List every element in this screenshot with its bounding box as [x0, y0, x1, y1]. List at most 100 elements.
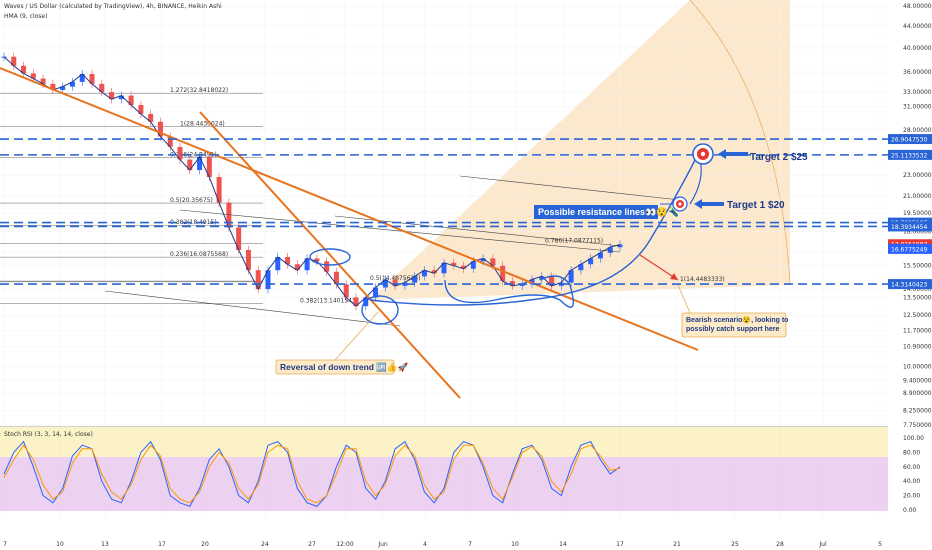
price-tag: [888, 279, 932, 290]
candle-body: [539, 276, 545, 280]
candle-body: [451, 262, 457, 266]
reversal-callout: Reversal of down trend 🆙👍🚀: [280, 362, 409, 372]
fib-label: 0.786(17.0877115): [545, 237, 603, 244]
x-tick-label: 13: [101, 541, 109, 548]
candle-body: [285, 257, 291, 265]
y-tick-label: 8.250000: [903, 408, 932, 415]
x-tick-label: Jul: [818, 541, 827, 548]
candle-body: [500, 265, 506, 282]
candle-body: [294, 264, 300, 271]
x-tick-label: 17: [616, 541, 624, 548]
candle-body: [148, 113, 154, 122]
x-tick-label: 12:00: [336, 541, 353, 548]
candle-body: [69, 81, 75, 87]
candle-body: [431, 270, 437, 274]
candle-body: [40, 78, 46, 84]
projected-path-curve: [369, 159, 696, 306]
candle-body: [99, 83, 105, 93]
x-tick-label: 20: [201, 541, 209, 548]
x-tick-label: Jun: [377, 541, 388, 548]
projection-arc: [689, 0, 791, 286]
x-tick-label: 4: [423, 541, 427, 548]
candle-body: [30, 73, 36, 79]
candle-body: [441, 262, 447, 274]
candle-body: [373, 287, 379, 298]
rsi-tick-label: 20.00: [903, 493, 920, 500]
bearish-callout-box: [681, 312, 787, 338]
bearish-callout-pointer: [677, 284, 691, 314]
price-tag: [888, 134, 932, 145]
candle-body: [255, 270, 261, 290]
stoch-k-line: [3, 440, 621, 508]
rsi-upper-band: [0, 427, 888, 457]
y-tick-label: 44.000000: [903, 23, 932, 30]
candle-body: [412, 276, 418, 283]
x-tick-label: 14: [559, 541, 567, 548]
candle-body: [177, 146, 183, 160]
rsi-tick-label: 0.00: [903, 507, 917, 514]
fib-label: 0.382(18.4915): [170, 219, 217, 226]
candle-body: [21, 65, 27, 74]
y-tick-label: 36.000000: [903, 69, 932, 76]
price-tag-label: 14.3140423: [891, 282, 927, 289]
target2-label: Target 2 $25: [750, 152, 808, 163]
candle-body: [480, 258, 486, 262]
highlight-ellipse-2: [361, 295, 399, 325]
x-tick-label: 7: [3, 541, 7, 548]
price-tags: 26.904753025.113353218.703518718.3934454…: [888, 134, 932, 290]
y-tick-label: 14.000000: [903, 286, 932, 293]
rsi-label: Stoch RSI (3, 3, 14, 14, close): [4, 431, 93, 438]
candle-body: [236, 227, 242, 250]
candle-body: [60, 86, 66, 91]
fib-label: 1(28.4430024): [180, 120, 225, 127]
fib-label: 1.272(32.8418022): [170, 87, 228, 94]
candle-body: [187, 159, 193, 171]
candle-body: [461, 265, 467, 269]
highlight-bowl: [444, 275, 574, 308]
resistance-callout-box: [534, 205, 658, 219]
fib-label: 0.382(13.1401543): [300, 298, 358, 305]
y-tick-label: 11.700000: [903, 327, 932, 334]
x-tick-label: 28: [776, 541, 784, 548]
price-axis-background: [888, 0, 932, 550]
x-tick-label: 7: [468, 541, 472, 548]
y-tick-label: 7.750000: [903, 422, 932, 429]
resistance-line-mid: [334, 215, 621, 247]
candle-body: [304, 258, 310, 271]
candle-body: [216, 177, 222, 203]
candle-body: [353, 297, 359, 307]
y-tick-label: 40.000000: [903, 45, 932, 52]
candle-body: [597, 252, 603, 259]
candle-body: [245, 249, 251, 271]
candle-body: [519, 284, 525, 286]
stoch-d-line: [3, 444, 621, 504]
candle-body: [275, 257, 281, 271]
candle-body: [607, 247, 613, 253]
y-tick-label: 12.500000: [903, 312, 932, 319]
candle-body: [157, 121, 163, 137]
downtrend-line-steep: [199, 111, 461, 399]
y-tick-label: 10.900000: [903, 344, 932, 351]
y-tick-label: 13.500000: [903, 294, 932, 301]
candle-body: [109, 92, 115, 100]
candle-body: [568, 270, 574, 283]
y-tick-label: 18.000000: [903, 228, 932, 235]
time-axis: 7 10 13 17 20 24 27 12:00 Jun 4 7 10 14 17 21 25 28 Jul 5: [3, 541, 882, 548]
y-tick-label: 21.000000: [903, 193, 932, 200]
candle-body: [490, 258, 496, 266]
price-tag: [888, 221, 932, 232]
y-tick-label: 8.900000: [903, 390, 932, 397]
resistance-line-top: [459, 175, 681, 201]
x-tick-label: 21: [673, 541, 681, 548]
candle-body: [549, 276, 555, 286]
price-axis: 48.000000 44.000000 40.000000 36.000000 33.0…: [903, 3, 932, 429]
y-tick-label: 19.500000: [903, 210, 932, 217]
bearish-arrowhead: [670, 273, 678, 280]
y-tick-label: 28.000000: [903, 127, 932, 134]
rsi-mid-band: [0, 457, 888, 511]
x-tick-label: 17: [158, 541, 166, 548]
candle-body: [118, 95, 124, 100]
candle-body: [138, 104, 144, 114]
candle-body: [421, 270, 427, 277]
